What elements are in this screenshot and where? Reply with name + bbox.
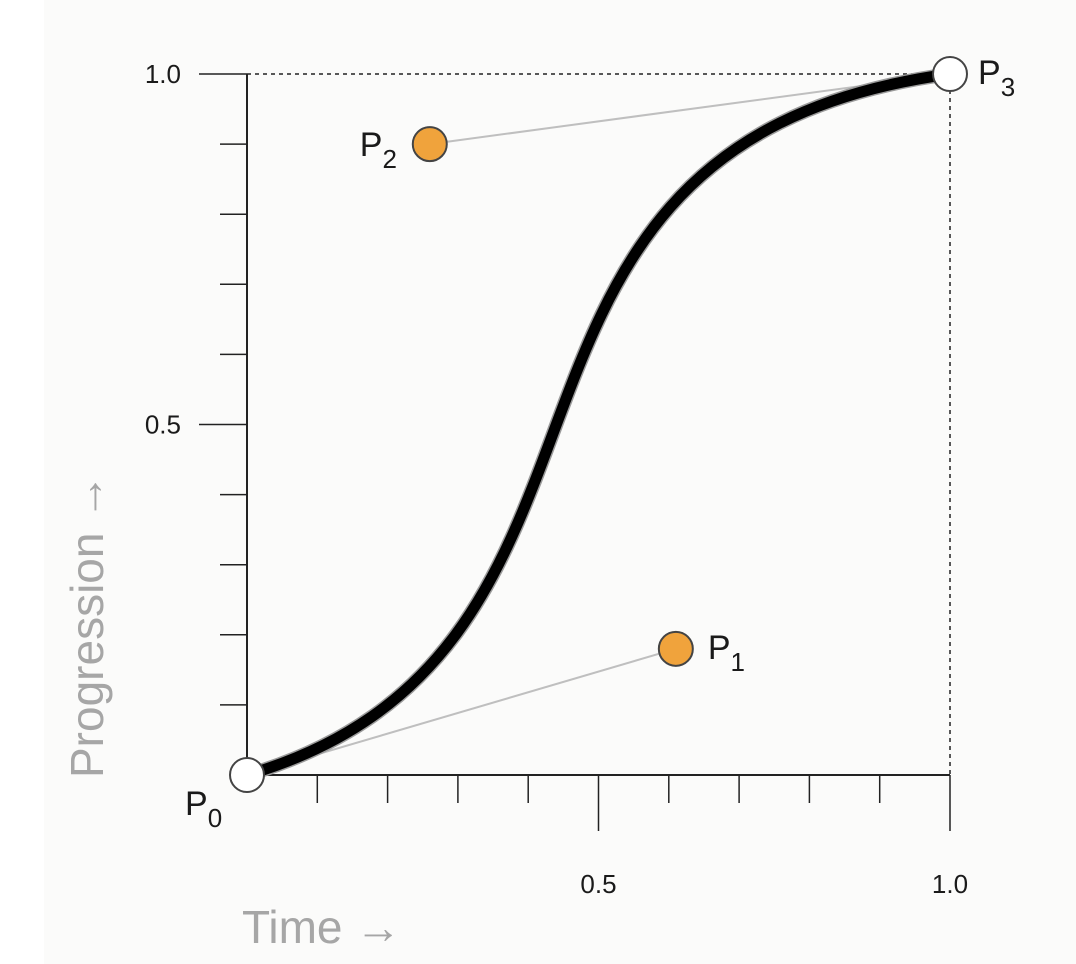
diagram-background [44,0,1076,964]
axes [246,74,950,776]
axis-ticks [199,73,951,831]
point-label-letter: P [185,785,208,823]
point-label-letter: P [708,629,731,667]
point-label-letter: P [978,54,1001,92]
x-tick-label: 1.0 [932,869,968,899]
control-handles [246,73,951,776]
control-points [229,56,968,793]
point-label-p0: P0 [185,785,222,833]
point-label-p1: P1 [708,629,745,677]
bezier-curve-halo [240,67,957,782]
x-axis-title: Time → [242,901,401,953]
point-label-subscript: 1 [731,647,745,677]
control-point-p1 [657,630,694,667]
point-label-subscript: 3 [1001,72,1015,102]
control-point-p2 [411,126,448,163]
point-label-subscript: 2 [382,144,396,174]
control-point-p0 [229,757,265,793]
point-label-p3: P3 [978,54,1015,102]
tick-labels: 0.5 1.0 0.5 1.0 [145,59,968,899]
dashed-bounds [247,73,951,775]
control-point-p3 [932,56,968,92]
x-tick-label: 0.5 [580,869,616,899]
y-tick-label: 0.5 [145,410,181,440]
point-label-p2: P2 [360,126,397,174]
point-label-subscript: 0 [208,803,222,833]
y-axis-title: Progression → [61,474,113,778]
axis-titles: Time → Progression → [61,474,401,953]
bezier-curve [241,68,956,781]
point-label-letter: P [360,126,383,164]
y-tick-label: 1.0 [145,59,181,89]
bezier-curve-group [240,67,957,782]
